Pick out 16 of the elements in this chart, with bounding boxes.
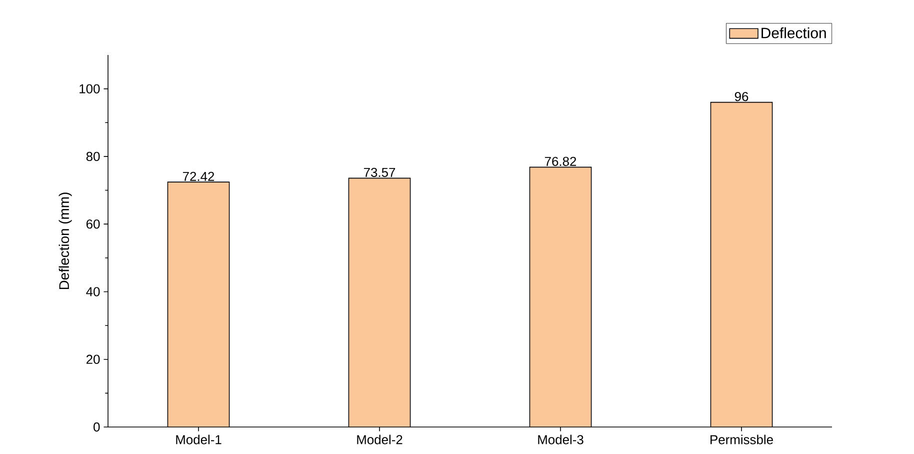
x-tick-label: Model-2	[357, 434, 402, 444]
data-label: 72.42	[182, 172, 214, 181]
y-tick-label: 60	[86, 219, 100, 229]
y-tick-label: 0	[94, 422, 100, 432]
legend-label: Deflection	[762, 27, 826, 38]
data-label: 73.57	[364, 168, 396, 177]
y-tick-label: 100	[80, 84, 100, 94]
x-tick-label: Model-3	[538, 434, 584, 444]
data-label: 96	[734, 92, 748, 102]
y-tick-label: 80	[86, 152, 100, 162]
data-label: 76.82	[544, 156, 576, 166]
y-tick-label: 20	[86, 354, 100, 364]
y-tick-label: 40	[86, 287, 100, 296]
y-axis-title: Deflection (mm)	[58, 192, 72, 290]
x-tick-label: Model-1	[176, 434, 222, 444]
x-tick-label: Permissble	[710, 434, 773, 444]
